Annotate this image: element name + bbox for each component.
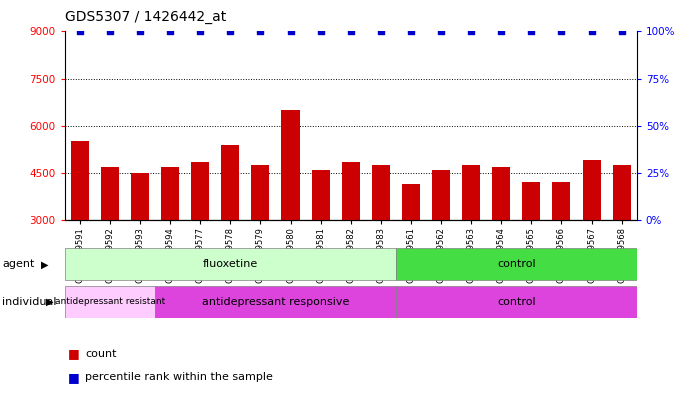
Bar (281, 110, 300, 220)
Point (255, 28, 266, 35)
Text: percentile rank within the sample: percentile rank within the sample (85, 372, 273, 382)
Bar (155, 286, 396, 318)
Bar (342, 162, 360, 220)
Point (195, 28, 206, 35)
Text: antidepressant resistant: antidepressant resistant (54, 297, 165, 306)
Text: count: count (85, 349, 116, 359)
Point (556, 28, 567, 35)
Bar (396, 286, 637, 318)
Bar (402, 184, 420, 220)
Bar (613, 165, 631, 220)
Point (315, 28, 326, 35)
Bar (582, 160, 601, 220)
Bar (552, 182, 571, 220)
Bar (101, 167, 119, 220)
Bar (65, 248, 396, 280)
Text: ▶: ▶ (46, 297, 54, 307)
Point (616, 28, 627, 35)
Bar (65, 286, 155, 318)
Text: fluoxetine: fluoxetine (203, 259, 258, 269)
Point (466, 28, 477, 35)
Point (526, 28, 537, 35)
Text: control: control (497, 259, 536, 269)
Text: antidepressant responsive: antidepressant responsive (202, 297, 349, 307)
Text: ■: ■ (68, 371, 80, 384)
Point (586, 28, 597, 35)
Bar (221, 145, 239, 220)
Point (74, 28, 85, 35)
Bar (161, 167, 179, 220)
Text: control: control (497, 297, 536, 307)
Point (405, 28, 416, 35)
Point (436, 28, 447, 35)
Bar (131, 173, 149, 220)
Point (225, 28, 236, 35)
Point (104, 28, 115, 35)
Bar (71, 141, 89, 220)
Bar (396, 248, 637, 280)
Point (345, 28, 356, 35)
Bar (251, 165, 270, 220)
Text: individual: individual (2, 297, 57, 307)
Bar (191, 162, 209, 220)
Point (496, 28, 507, 35)
Bar (462, 165, 480, 220)
Text: ▶: ▶ (41, 259, 48, 269)
Bar (372, 165, 390, 220)
Bar (312, 170, 330, 220)
Text: ■: ■ (68, 347, 80, 360)
Point (375, 28, 386, 35)
Bar (522, 182, 541, 220)
Bar (492, 167, 510, 220)
Point (285, 28, 296, 35)
Point (135, 28, 146, 35)
Text: GDS5307 / 1426442_at: GDS5307 / 1426442_at (65, 9, 226, 24)
Point (165, 28, 176, 35)
Bar (432, 170, 450, 220)
Text: agent: agent (2, 259, 35, 269)
